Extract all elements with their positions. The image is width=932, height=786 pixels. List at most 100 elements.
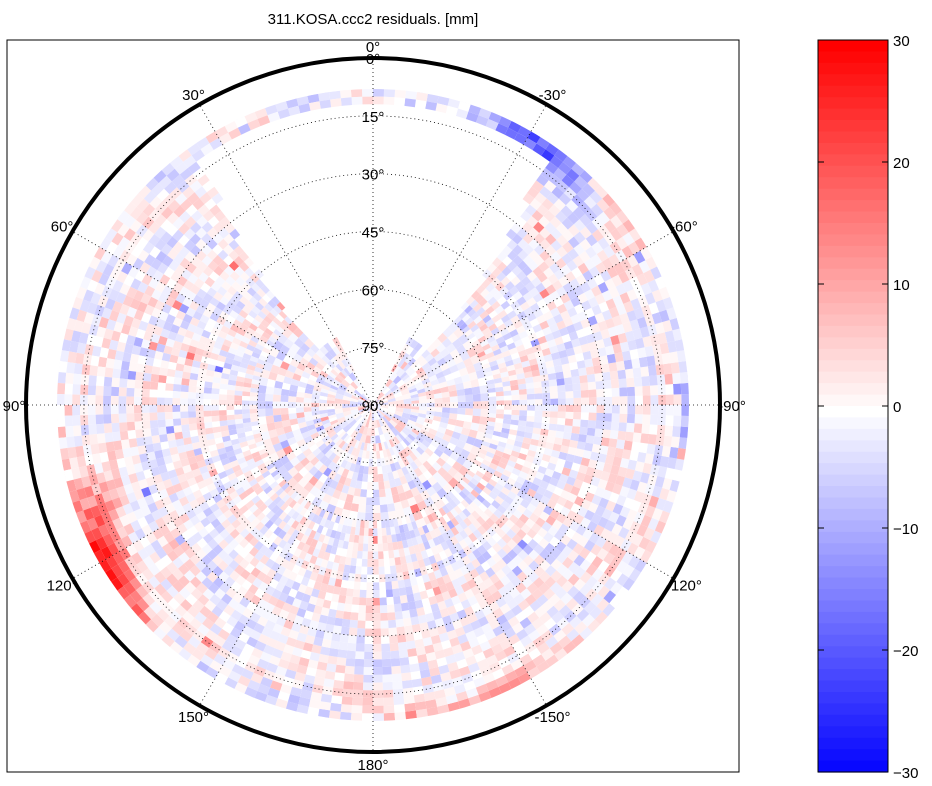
residual-cell bbox=[524, 281, 536, 292]
residual-cell bbox=[286, 561, 296, 572]
residual-cell bbox=[313, 531, 321, 541]
residual-cell bbox=[34, 381, 42, 393]
residual-cell bbox=[262, 347, 271, 355]
residual-cell bbox=[569, 615, 582, 629]
residual-cell bbox=[586, 651, 600, 665]
residual-cell bbox=[483, 292, 494, 302]
residual-cell bbox=[573, 219, 586, 232]
residual-cell bbox=[408, 68, 421, 77]
residual-cell bbox=[357, 543, 364, 552]
residual-cell bbox=[523, 660, 537, 673]
residual-cell bbox=[153, 474, 163, 485]
residual-cell bbox=[80, 374, 90, 386]
residual-cell bbox=[545, 161, 559, 175]
residual-cell bbox=[151, 289, 162, 301]
residual-cell bbox=[517, 452, 527, 461]
residual-cell bbox=[694, 359, 703, 371]
residual-cell bbox=[327, 537, 335, 546]
residual-cell bbox=[419, 517, 427, 527]
residual-cell bbox=[601, 257, 614, 271]
residual-cell bbox=[131, 345, 142, 356]
residual-cell bbox=[218, 227, 230, 239]
residual-cell bbox=[361, 73, 373, 81]
residual-cell bbox=[368, 528, 373, 537]
residual-cell bbox=[142, 593, 156, 607]
residual-cell bbox=[490, 474, 500, 483]
residual-cell bbox=[680, 277, 689, 292]
residual-cell bbox=[489, 287, 500, 297]
residual-cell bbox=[454, 626, 466, 637]
residual-cell bbox=[536, 594, 549, 606]
residual-cell bbox=[219, 528, 230, 540]
residual-cell bbox=[219, 383, 228, 390]
residual-cell bbox=[591, 304, 602, 316]
residual-cell bbox=[627, 186, 641, 201]
residual-cell bbox=[487, 387, 496, 393]
residual-cell bbox=[586, 277, 598, 290]
residual-cell bbox=[250, 387, 259, 393]
residual-cell bbox=[228, 670, 242, 683]
residual-cell bbox=[560, 506, 571, 517]
residual-cell bbox=[517, 672, 532, 685]
residual-cell bbox=[467, 552, 477, 562]
residual-cell bbox=[483, 93, 498, 105]
residual-cell bbox=[461, 476, 471, 485]
residual-cell bbox=[296, 664, 308, 675]
residual-cell bbox=[597, 211, 610, 225]
residual-cell bbox=[519, 484, 530, 494]
residual-cell bbox=[449, 396, 458, 403]
residual-cell bbox=[285, 578, 295, 589]
residual-cell bbox=[163, 345, 173, 355]
residual-cell bbox=[496, 528, 507, 539]
residual-cell bbox=[619, 312, 630, 324]
residual-cell bbox=[197, 204, 210, 216]
residual-cell bbox=[227, 379, 237, 386]
residual-cell bbox=[672, 328, 683, 341]
residual-cell bbox=[113, 178, 127, 192]
residual-cell bbox=[228, 239, 240, 251]
residual-cell bbox=[502, 592, 514, 604]
residual-cell bbox=[483, 347, 493, 355]
residual-cell bbox=[295, 531, 305, 542]
residual-cell bbox=[137, 301, 148, 313]
residual-cell bbox=[603, 245, 615, 258]
residual-cell bbox=[187, 398, 196, 405]
residual-cell bbox=[573, 566, 586, 579]
residual-cell bbox=[529, 287, 540, 298]
residual-cell bbox=[250, 417, 259, 423]
residual-cell bbox=[353, 488, 362, 497]
residual-cell bbox=[611, 626, 626, 641]
residual-cell bbox=[501, 376, 510, 383]
residual-cell bbox=[522, 437, 532, 445]
residual-cell bbox=[111, 422, 120, 433]
residual-cell bbox=[665, 550, 678, 565]
residual-cell bbox=[511, 265, 522, 276]
residual-cell bbox=[429, 722, 442, 732]
residual-cell bbox=[105, 276, 117, 289]
residual-cell bbox=[548, 423, 558, 431]
residual-cell bbox=[523, 431, 533, 439]
residual-cell bbox=[315, 451, 325, 461]
residual-cell bbox=[525, 455, 535, 463]
residual-cell bbox=[229, 271, 240, 282]
residual-cell bbox=[647, 566, 661, 581]
residual-cell bbox=[135, 328, 146, 340]
residual-cell bbox=[133, 309, 145, 321]
residual-cell bbox=[225, 633, 239, 646]
residual-cell bbox=[232, 592, 244, 604]
residual-cell bbox=[461, 427, 471, 436]
residual-cell bbox=[199, 486, 210, 496]
residual-cell bbox=[373, 505, 381, 513]
residual-cell bbox=[298, 466, 309, 478]
residual-cell bbox=[176, 180, 190, 193]
residual-cell bbox=[247, 654, 261, 666]
residual-cell bbox=[178, 575, 190, 588]
residual-cell bbox=[381, 635, 390, 644]
residual-cell bbox=[550, 228, 563, 240]
residual-cell bbox=[269, 513, 279, 524]
residual-cell bbox=[664, 330, 675, 343]
residual-cell bbox=[294, 337, 305, 348]
residual-cell bbox=[540, 304, 550, 315]
residual-cell bbox=[502, 385, 511, 392]
residual-cell bbox=[578, 434, 587, 443]
